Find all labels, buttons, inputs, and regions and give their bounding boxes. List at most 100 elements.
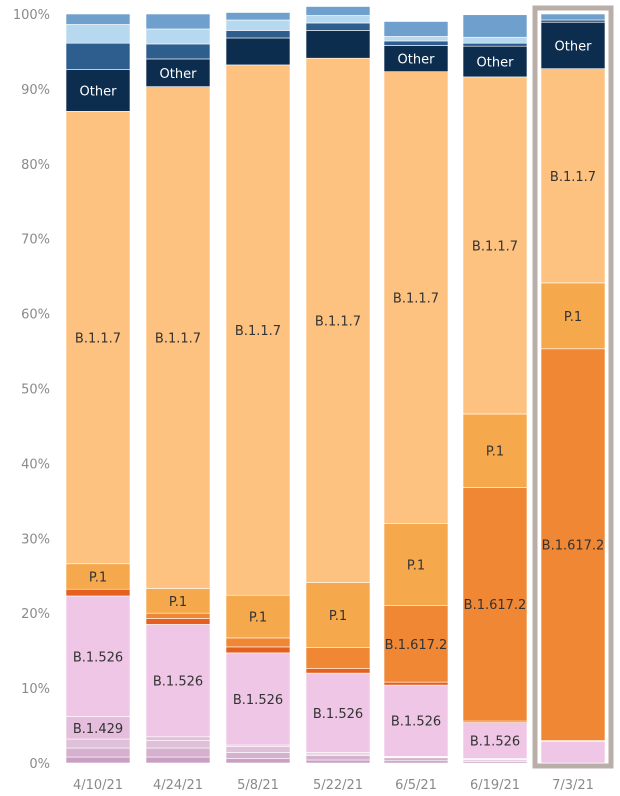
bar-segment-s2[interactable] [305, 755, 371, 761]
bar-5-8-21[interactable] [225, 12, 291, 764]
bar-segment-s7[interactable] [462, 14, 528, 38]
segment-labels: B.1.429 B.1.526 P.1 B.1.1.7 Other B.1.526 P.1 B… [73, 39, 604, 749]
bar-6-5-21[interactable] [383, 21, 449, 764]
segment-label-p-1: P.1 [89, 570, 107, 585]
bar-segment-s7[interactable] [383, 21, 449, 37]
bar-segment-s1[interactable] [225, 758, 291, 764]
bar-segment-s1[interactable] [145, 756, 211, 764]
bar-segment-b-1-1-7[interactable] [462, 76, 528, 415]
y-tick-label: 20% [21, 607, 50, 622]
y-tick-label: 50% [21, 383, 50, 398]
segment-label-p-1: P.1 [564, 310, 582, 325]
bar-segment-b-1-526[interactable] [383, 684, 449, 757]
bar-segment-s7[interactable] [225, 12, 291, 21]
bar-segment-s7[interactable] [65, 13, 131, 25]
y-tick-label: 90% [21, 83, 50, 98]
bar-segment-b-1-617-2[interactable] [540, 348, 606, 741]
bar-segment-s4[interactable] [145, 618, 211, 625]
y-axis: 0% 10% 20% 30% 40% 50% 60% 70% 80% 90% 100% [13, 8, 50, 772]
bar-segment-s3[interactable] [145, 740, 211, 749]
segment-label-b-1-526: B.1.526 [470, 735, 520, 750]
bar-segment-b-1-617-2[interactable] [225, 637, 291, 648]
bar-segment-other[interactable] [383, 45, 449, 72]
bar-segment-b-1-526[interactable] [145, 624, 211, 738]
segment-label-b-1-526: B.1.526 [313, 707, 363, 722]
bar-segment-s7[interactable] [305, 6, 371, 16]
x-tick-label: 7/3/21 [552, 778, 594, 793]
bar-segment-s6[interactable] [383, 36, 449, 42]
bar-segment-p-1[interactable] [145, 588, 211, 614]
bar-segment-s5[interactable] [383, 40, 449, 46]
bar-segment-s2[interactable] [145, 747, 211, 758]
bar-segment-s5[interactable] [225, 30, 291, 39]
bar-segment-b-1-1-7[interactable] [383, 71, 449, 524]
bar-segment-s4[interactable] [225, 646, 291, 654]
bar-segment-p-1[interactable] [65, 563, 131, 590]
bar-segment-s5[interactable] [305, 22, 371, 31]
bar-segment-b-1-429[interactable] [145, 736, 211, 741]
bar-segment-b-1-1-7[interactable] [305, 57, 371, 583]
bar-segment-s7[interactable] [145, 13, 211, 30]
bar-segment-b-1-526[interactable] [540, 740, 606, 764]
bar-segment-s6[interactable] [145, 28, 211, 45]
y-tick-label: 70% [21, 233, 50, 248]
bar-segment-b-1-526[interactable] [225, 652, 291, 746]
bar-segment-b-1-617-2[interactable] [383, 605, 449, 683]
bar-segment-s3[interactable] [225, 746, 291, 753]
bar-segment-b-1-1-7[interactable] [145, 86, 211, 589]
bar-segment-b-1-526[interactable] [305, 672, 371, 753]
bar-segment-s6[interactable] [65, 24, 131, 44]
segment-label-b-1-617-2: B.1.617.2 [542, 539, 605, 554]
segment-label-b-1-1-7: B.1.1.7 [155, 332, 201, 347]
segment-label-b-1-1-7: B.1.1.7 [235, 324, 281, 339]
bar-segment-p-1[interactable] [225, 594, 291, 639]
bar-segment-b-1-617-2[interactable] [145, 612, 211, 619]
bar-segment-b-1-1-7[interactable] [540, 68, 606, 284]
bar-segment-other[interactable] [540, 21, 606, 69]
bar-segment-s4[interactable] [383, 681, 449, 686]
bar-segment-s1[interactable] [65, 756, 131, 764]
segment-label-b-1-526: B.1.526 [233, 693, 283, 708]
bar-segment-p-1[interactable] [540, 282, 606, 350]
bar-segment-b-1-1-7[interactable] [65, 111, 131, 565]
bar-segment-s4[interactable] [305, 668, 371, 674]
bar-segment-p-1[interactable] [305, 582, 371, 648]
bar-segment-b-1-1-7[interactable] [225, 64, 291, 596]
bar-segment-s2[interactable] [383, 757, 449, 762]
segment-label-b-1-526: B.1.526 [153, 675, 203, 690]
bar-segment-other[interactable] [462, 45, 528, 78]
segment-label-p-1: P.1 [407, 559, 425, 574]
bar-segment-s4[interactable] [65, 588, 131, 597]
bar-segment-s6[interactable] [305, 15, 371, 24]
y-tick-label: 100% [13, 8, 50, 23]
segment-label-b-1-1-7: B.1.1.7 [315, 314, 361, 329]
bar-segment-s5[interactable] [540, 19, 606, 23]
bar-4-24-21[interactable] [145, 13, 211, 764]
bar-segment-s6[interactable] [462, 36, 528, 44]
bar-segment-s5[interactable] [65, 42, 131, 70]
bar-segment-s1[interactable] [383, 760, 449, 764]
bar-7-3-21[interactable] [540, 13, 606, 764]
segment-label-other: Other [555, 39, 593, 54]
bar-segment-s6[interactable] [225, 19, 291, 31]
bar-4-10-21[interactable] [65, 13, 131, 764]
x-tick-label: 6/19/21 [470, 778, 520, 793]
bar-segment-other[interactable] [65, 69, 131, 112]
bar-segment-other[interactable] [225, 37, 291, 66]
bar-segment-s2[interactable] [65, 747, 131, 758]
bar-segment-b-1-526[interactable] [462, 722, 528, 759]
bar-segment-s7[interactable] [540, 13, 606, 21]
bar-segment-p-1[interactable] [383, 523, 449, 607]
bar-segment-b-1-526[interactable] [65, 595, 131, 717]
bar-segment-b-1-617-2[interactable] [462, 487, 528, 722]
bar-segment-s5[interactable] [462, 42, 528, 47]
bar-segment-other[interactable] [305, 30, 371, 59]
bar-5-22-21[interactable] [305, 6, 371, 764]
bar-segment-s1[interactable] [305, 759, 371, 764]
bar-segment-s3[interactable] [65, 738, 131, 749]
bar-6-19-21[interactable] [462, 14, 528, 764]
bar-segment-s5[interactable] [145, 43, 211, 60]
bar-segment-s2[interactable] [225, 752, 291, 759]
segment-label-other: Other [477, 56, 515, 71]
bar-segment-b-1-617-2[interactable] [305, 647, 371, 669]
